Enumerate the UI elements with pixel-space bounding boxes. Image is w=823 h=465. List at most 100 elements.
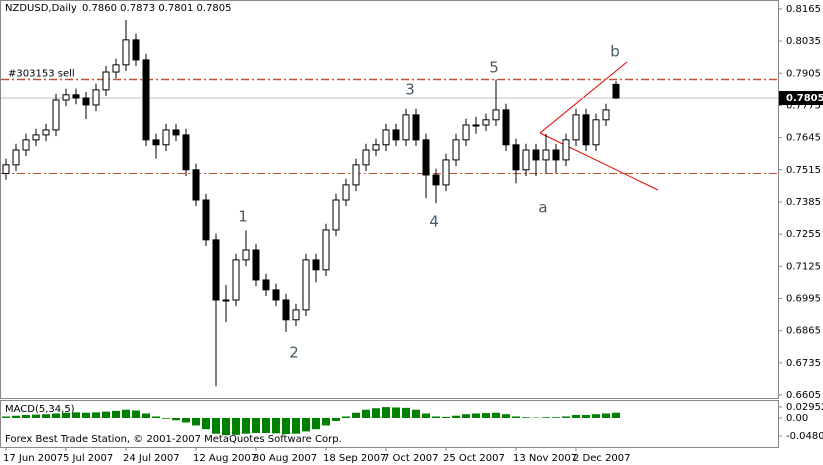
macd-bar (292, 417, 300, 434)
macd-bar (342, 416, 350, 418)
candle-body (102, 71, 110, 91)
macd-bar (242, 417, 250, 434)
candle-body (152, 139, 160, 146)
candle-body (312, 259, 320, 271)
candle-body (172, 129, 180, 136)
last-price-label: 0.7805 (786, 93, 823, 104)
macd-pane (0, 400, 779, 448)
candle-body (602, 109, 610, 121)
candle-body (252, 249, 260, 281)
ohlc-readout: 0.7860 0.7873 0.7801 0.7805 (82, 3, 232, 14)
macd-bar (72, 412, 80, 418)
macd-bar (562, 416, 570, 418)
candle-body (132, 39, 140, 61)
macd-bar (102, 411, 110, 418)
x-tick-label: 5 Jul 2007 (63, 453, 113, 464)
macd-bar (442, 416, 450, 418)
macd-bar (412, 409, 420, 418)
candle-body (442, 159, 450, 186)
macd-bar (312, 417, 320, 430)
candle-body (532, 149, 540, 161)
y-tick-label: 0.7645 (786, 133, 821, 144)
macd-bar (322, 417, 330, 426)
candle-body (272, 289, 280, 301)
y-tick-label: 0.7255 (786, 229, 821, 240)
macd-bar (592, 414, 600, 418)
chart-title: NZDUSD,Daily (5, 3, 77, 14)
macd-bar (22, 414, 30, 418)
y-tick-label: 0.7905 (786, 68, 821, 79)
wave-label: b (610, 43, 620, 61)
candle-body (402, 114, 410, 141)
candle-body (502, 109, 510, 146)
wave-label: 2 (289, 344, 299, 362)
macd-bar (392, 407, 400, 418)
wave-label: 5 (489, 59, 499, 77)
y-tick-label: 0.00 (786, 413, 808, 424)
candle-body (212, 239, 220, 301)
candle-body (52, 99, 60, 131)
candle-body (112, 64, 120, 73)
macd-bar (302, 417, 310, 432)
wave-label: 4 (429, 213, 439, 231)
candle-body (412, 114, 420, 141)
y-tick-label: 0.7385 (786, 197, 821, 208)
macd-bar (452, 415, 460, 418)
candle-body (82, 97, 90, 106)
x-tick-label: 2 Dec 2007 (573, 453, 631, 464)
macd-bar (192, 417, 200, 426)
macd-bar (362, 409, 370, 418)
y-tick-label: 0.7775 (786, 100, 821, 111)
macd-bar (572, 414, 580, 418)
x-tick-label: 17 Jun 2007 (3, 453, 63, 464)
y-tick-label: 0.7515 (786, 165, 821, 176)
macd-bar (152, 416, 160, 418)
candle-body (302, 259, 310, 311)
macd-bar (472, 413, 480, 418)
candle-body (512, 144, 520, 171)
candle-body (2, 164, 10, 175)
candle-body (392, 129, 400, 141)
y-tick-label: 0.8165 (786, 4, 821, 15)
x-tick-label: 30 Aug 2007 (253, 453, 317, 464)
macd-bar (382, 407, 390, 418)
macd-bar (12, 415, 20, 418)
macd-bar (522, 417, 530, 418)
macd-bar (462, 414, 470, 418)
macd-bar (2, 416, 10, 418)
macd-title: MACD(5,34,5) (5, 404, 75, 415)
candle-body (422, 139, 430, 176)
macd-bar (122, 409, 130, 418)
macd-bar (132, 410, 140, 418)
y-tick-label: -0.04808 (786, 431, 823, 442)
macd-bar (352, 412, 360, 418)
macd-bar (162, 417, 170, 419)
candle-body (522, 149, 530, 171)
x-tick-label: 7 Oct 2007 (383, 453, 438, 464)
candle-body (292, 309, 300, 321)
candle-body (222, 299, 230, 302)
candle-body (582, 114, 590, 146)
macd-bar (282, 417, 290, 435)
y-tick-label: 0.8035 (786, 36, 821, 47)
candle-body (452, 139, 460, 161)
candle-body (382, 129, 390, 146)
macd-bar (142, 413, 150, 418)
x-tick-label: 25 Oct 2007 (443, 453, 505, 464)
macd-bar (252, 417, 260, 433)
macd-bar (612, 412, 620, 418)
candle-body (202, 199, 210, 241)
candle-body (242, 249, 250, 261)
candle-body (362, 149, 370, 166)
macd-bar (552, 417, 560, 418)
macd-bar (232, 417, 240, 435)
level-label: #303153 sell (8, 68, 75, 79)
candle-body (472, 124, 480, 127)
y-tick-label: 0.6995 (786, 294, 821, 305)
candle-body (432, 174, 440, 186)
candle-body (482, 119, 490, 126)
candle-body (12, 149, 20, 166)
candle-body (342, 184, 350, 201)
wave-label: 3 (405, 81, 415, 99)
candle-body (22, 139, 30, 151)
